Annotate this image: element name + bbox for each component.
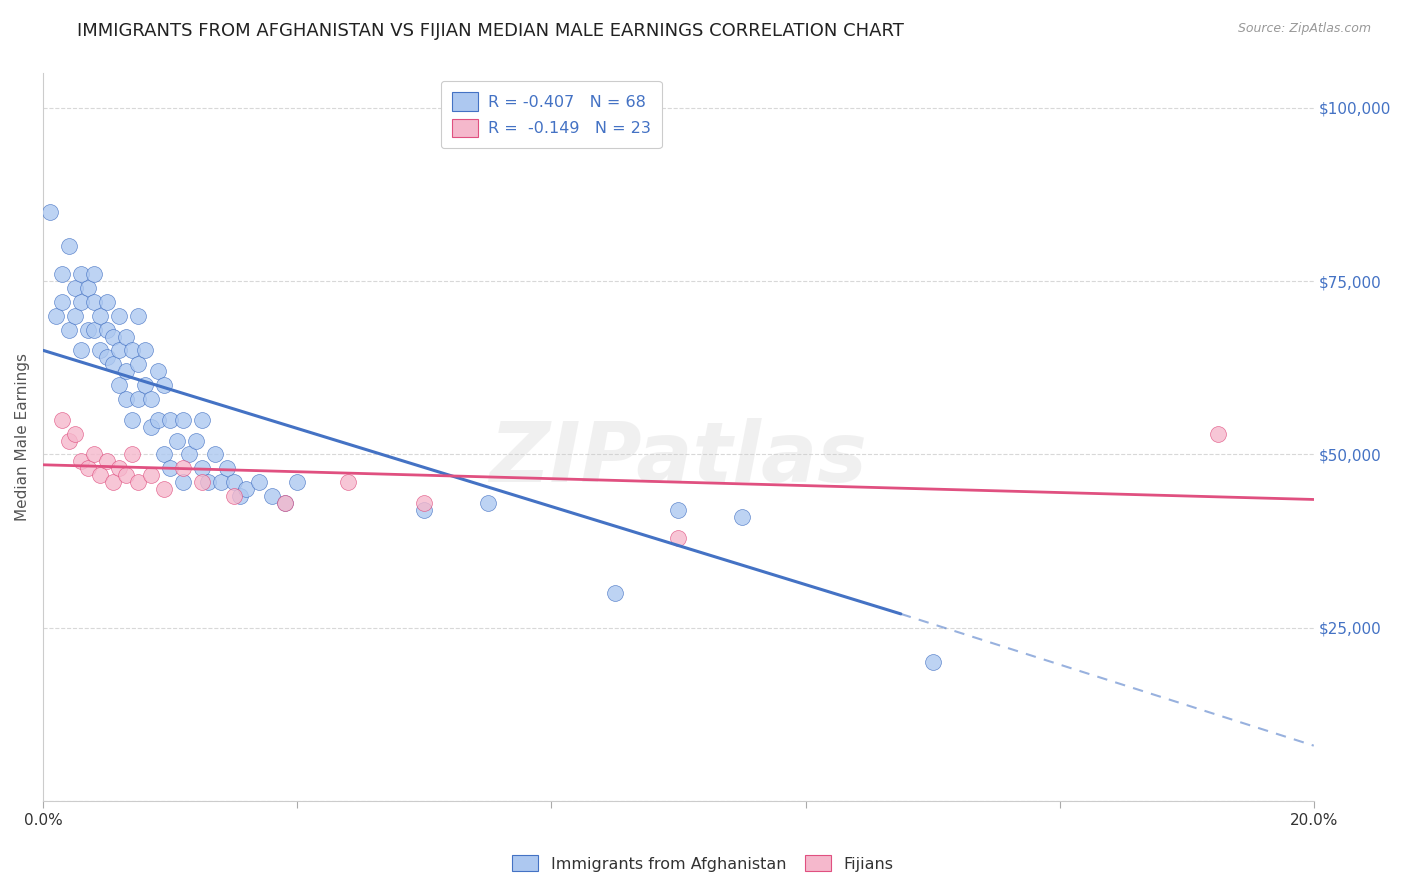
Point	[921, 656, 943, 670]
Point	[127, 309, 149, 323]
Point	[70, 343, 93, 358]
Point	[668, 531, 690, 545]
Point	[191, 413, 214, 427]
Point	[127, 392, 149, 406]
Point	[63, 281, 86, 295]
Point	[159, 413, 181, 427]
Point	[146, 364, 169, 378]
Point	[114, 392, 136, 406]
Legend: R = -0.407   N = 68, R =  -0.149   N = 23: R = -0.407 N = 68, R = -0.149 N = 23	[441, 81, 662, 148]
Point	[114, 364, 136, 378]
Point	[58, 239, 80, 253]
Legend: Immigrants from Afghanistan, Fijians: Immigrants from Afghanistan, Fijians	[505, 847, 901, 880]
Point	[101, 357, 124, 371]
Point	[209, 475, 232, 490]
Point	[413, 496, 436, 510]
Point	[58, 434, 80, 448]
Point	[668, 503, 690, 517]
Point	[96, 351, 118, 365]
Point	[76, 322, 98, 336]
Point	[70, 294, 93, 309]
Point	[51, 267, 73, 281]
Point	[114, 468, 136, 483]
Point	[146, 413, 169, 427]
Point	[179, 447, 201, 461]
Point	[235, 482, 257, 496]
Point	[127, 357, 149, 371]
Point	[83, 447, 105, 461]
Point	[121, 343, 143, 358]
Point	[101, 329, 124, 343]
Point	[45, 309, 67, 323]
Point	[337, 475, 360, 490]
Point	[89, 309, 111, 323]
Point	[413, 503, 436, 517]
Point	[83, 267, 105, 281]
Point	[273, 496, 295, 510]
Point	[76, 281, 98, 295]
Point	[108, 309, 131, 323]
Point	[222, 489, 245, 503]
Point	[96, 322, 118, 336]
Point	[141, 468, 163, 483]
Point	[70, 267, 93, 281]
Point	[70, 454, 93, 468]
Point	[58, 322, 80, 336]
Point	[141, 419, 163, 434]
Point	[134, 378, 156, 392]
Point	[114, 329, 136, 343]
Point	[108, 343, 131, 358]
Point	[127, 475, 149, 490]
Point	[159, 461, 181, 475]
Y-axis label: Median Male Earnings: Median Male Earnings	[15, 353, 30, 521]
Point	[51, 413, 73, 427]
Point	[121, 413, 143, 427]
Point	[172, 413, 194, 427]
Point	[172, 461, 194, 475]
Point	[63, 426, 86, 441]
Point	[51, 294, 73, 309]
Point	[83, 322, 105, 336]
Point	[285, 475, 308, 490]
Point	[191, 461, 214, 475]
Point	[121, 447, 143, 461]
Point	[222, 475, 245, 490]
Point	[172, 475, 194, 490]
Text: ZIPatlas: ZIPatlas	[489, 418, 868, 500]
Point	[153, 447, 176, 461]
Point	[166, 434, 188, 448]
Point	[153, 482, 176, 496]
Point	[89, 343, 111, 358]
Point	[76, 461, 98, 475]
Point	[273, 496, 295, 510]
Point	[83, 294, 105, 309]
Point	[96, 454, 118, 468]
Text: IMMIGRANTS FROM AFGHANISTAN VS FIJIAN MEDIAN MALE EARNINGS CORRELATION CHART: IMMIGRANTS FROM AFGHANISTAN VS FIJIAN ME…	[77, 22, 904, 40]
Point	[477, 496, 499, 510]
Point	[134, 343, 156, 358]
Point	[101, 475, 124, 490]
Point	[260, 489, 283, 503]
Point	[38, 204, 60, 219]
Text: Source: ZipAtlas.com: Source: ZipAtlas.com	[1237, 22, 1371, 36]
Point	[1208, 426, 1230, 441]
Point	[63, 309, 86, 323]
Point	[217, 461, 239, 475]
Point	[153, 378, 176, 392]
Point	[197, 475, 219, 490]
Point	[191, 475, 214, 490]
Point	[247, 475, 270, 490]
Point	[204, 447, 226, 461]
Point	[108, 461, 131, 475]
Point	[603, 586, 626, 600]
Point	[184, 434, 207, 448]
Point	[108, 378, 131, 392]
Point	[96, 294, 118, 309]
Point	[731, 509, 754, 524]
Point	[141, 392, 163, 406]
Point	[229, 489, 252, 503]
Point	[89, 468, 111, 483]
